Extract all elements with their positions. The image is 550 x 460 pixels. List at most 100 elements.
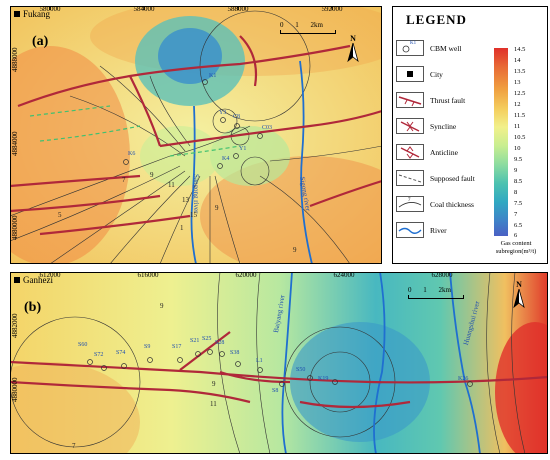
- well-label: K26: [458, 376, 469, 382]
- legend-item-river: River: [396, 222, 447, 238]
- well-label: K6: [128, 151, 136, 157]
- north-arrow-icon: [513, 287, 525, 309]
- colorbar-tick: 7.5: [514, 200, 523, 207]
- panel-label-b: (b): [24, 300, 42, 315]
- well-circle-icon: K1: [396, 40, 424, 56]
- north-arrow: N: [346, 34, 360, 65]
- x-tick: 612000: [39, 272, 61, 279]
- contour-label: 9: [160, 302, 164, 310]
- thrust-fault-icon: [396, 92, 424, 108]
- y-tick: 4882000: [11, 313, 19, 339]
- well-label: K19: [318, 376, 329, 382]
- legend-item-coal-thickness: 7 Coal thickness: [396, 196, 474, 212]
- colorbar-tick: 9.5: [514, 156, 523, 163]
- legend-item-supposed-fault: Supposed fault: [396, 170, 475, 186]
- well-label: S38: [230, 350, 240, 356]
- colorbar-tick: 14.5: [514, 46, 526, 53]
- legend-item-syncline: Syncline: [396, 118, 456, 134]
- coal-thickness-icon: 7: [396, 196, 424, 212]
- legend-item-thrust-fault: Thrust fault: [396, 92, 465, 108]
- well-label: L1: [256, 358, 263, 364]
- gas-content-map-b: [10, 272, 548, 454]
- colorbar-tick: 8: [514, 189, 518, 196]
- well-label: C03: [262, 125, 273, 131]
- colorbar-tick: 8.5: [514, 178, 523, 185]
- well-label: S74: [116, 350, 126, 356]
- colorbar-tick: 11: [514, 123, 521, 130]
- contour-label: 13: [182, 196, 189, 204]
- contour-label: 9: [150, 171, 154, 179]
- river-icon: [396, 222, 424, 238]
- x-tick: 616000: [137, 272, 159, 279]
- colorbar-tick: 10.5: [514, 134, 526, 141]
- y-tick: 4884000: [11, 131, 19, 157]
- contour-label: 9: [215, 204, 219, 212]
- contour-label: 1: [180, 224, 184, 232]
- well-label: Y1: [239, 146, 247, 152]
- well-label: S8: [272, 388, 279, 394]
- colorbar-tick: 6: [514, 232, 518, 239]
- well-label: S72: [94, 352, 104, 358]
- legend-title: LEGEND: [406, 12, 467, 27]
- scale-bar: 0 1 2km: [408, 286, 464, 299]
- x-tick: 624000: [333, 272, 355, 279]
- anticline-icon: [396, 144, 424, 160]
- gas-content-map-a: [10, 6, 382, 264]
- x-tick: 580000: [39, 6, 61, 13]
- city-square-icon: [14, 277, 20, 283]
- colorbar-tick: 7: [514, 211, 518, 218]
- y-tick: 4880000: [11, 215, 19, 241]
- city-square-icon: [396, 66, 424, 82]
- well-label: S9: [144, 344, 151, 350]
- colorbar-tick: 13.5: [514, 68, 526, 75]
- map-panel-b: Ganhezi (b) 612000 616000 620000 624000 …: [10, 272, 548, 454]
- contour-label: 9: [212, 380, 216, 388]
- colorbar-tick: 14: [514, 57, 521, 64]
- contour-label: 7: [122, 176, 126, 184]
- map-panel-a: Fukang (a) 580000 584000 588000 592000 4…: [10, 6, 382, 264]
- well-label: K4: [222, 156, 230, 162]
- x-tick: 592000: [321, 6, 343, 13]
- contour-label: 11: [168, 181, 175, 189]
- gas-content-colorbar: [494, 48, 508, 236]
- well-label: C8: [233, 114, 241, 120]
- y-tick: 4880000: [11, 377, 19, 403]
- contour-label: 15: [190, 211, 197, 219]
- contour-label: 9: [293, 246, 297, 254]
- x-tick: 628000: [431, 272, 453, 279]
- syncline-icon: [396, 118, 424, 134]
- well-label: S25: [202, 336, 212, 342]
- colorbar-tick: 6.5: [514, 222, 523, 229]
- contour-label: 11: [210, 400, 217, 408]
- river-label-sangong: Sangong river: [192, 174, 200, 214]
- well-label: S28: [215, 340, 225, 346]
- x-tick: 584000: [133, 6, 155, 13]
- location-fukang: Fukang: [14, 9, 50, 19]
- legend-item-cbm-well: K1 CBM well: [396, 40, 461, 56]
- well-label: S17: [172, 344, 182, 350]
- supposed-fault-icon: [396, 170, 424, 186]
- contour-label: 5: [58, 211, 62, 219]
- city-square-icon: [14, 11, 20, 17]
- colorbar-tick: 12.5: [514, 90, 526, 97]
- colorbar-tick: 11.5: [514, 112, 526, 119]
- y-tick: 4888000: [11, 47, 19, 73]
- well-label: K1: [209, 73, 217, 79]
- legend: LEGEND K1 CBM well City Thrust fault Syn…: [392, 6, 548, 264]
- location-ganhezi: Ganhezi: [14, 275, 53, 285]
- colorbar-tick: 10: [514, 145, 521, 152]
- colorbar-tick: 12: [514, 101, 521, 108]
- colorbar-tick: 13: [514, 79, 521, 86]
- x-tick: 620000: [235, 272, 257, 279]
- colorbar-tick: 9: [514, 167, 518, 174]
- legend-item-city: City: [396, 66, 443, 82]
- panel-label-a: (a): [32, 34, 49, 49]
- scale-bar: 0 1 2km: [280, 21, 336, 34]
- north-arrow-icon: [347, 41, 359, 63]
- well-label: S60: [78, 342, 88, 348]
- colorbar-caption: Gas content subregion(m³/t): [495, 240, 537, 255]
- well-label: Y3: [219, 110, 227, 116]
- contour-label: 7: [72, 442, 76, 450]
- well-label: S50: [296, 367, 306, 373]
- north-arrow: N: [512, 280, 526, 311]
